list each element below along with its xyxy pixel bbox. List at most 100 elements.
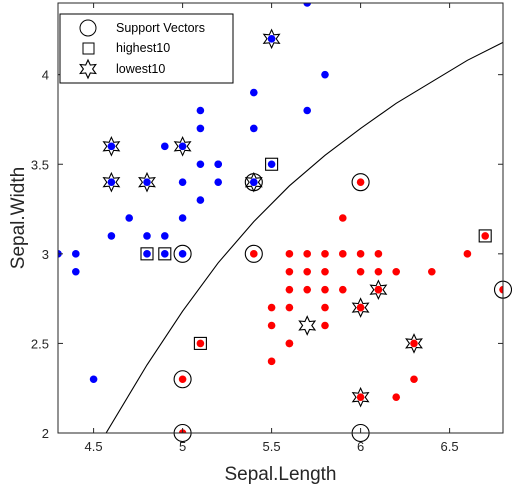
class-a-point bbox=[250, 124, 258, 133]
class-b-point bbox=[374, 267, 383, 276]
lowest10-marker bbox=[351, 297, 370, 318]
x-tick-label: 6.5 bbox=[441, 439, 459, 454]
class-b-point bbox=[196, 339, 205, 348]
legend-lowest10-marker bbox=[79, 58, 97, 80]
class-a-point bbox=[303, 106, 312, 115]
class-a-point bbox=[178, 214, 187, 222]
highest10-marker bbox=[158, 247, 172, 261]
class-b-point bbox=[339, 250, 347, 258]
class-a-point bbox=[196, 124, 205, 133]
class-a-point bbox=[196, 106, 205, 115]
class-b-point bbox=[267, 357, 276, 366]
class-a-point bbox=[161, 142, 169, 151]
class-a-point bbox=[143, 178, 151, 186]
class-a-point bbox=[267, 35, 276, 43]
class-a-point bbox=[72, 250, 80, 258]
class-b-point bbox=[321, 303, 329, 312]
y-tick-label: 2 bbox=[42, 426, 49, 441]
class-a-point bbox=[267, 160, 276, 169]
class-b-point bbox=[410, 375, 418, 384]
legend-star-shape bbox=[79, 58, 97, 80]
x-tick-label: 5 bbox=[179, 439, 186, 454]
support-vector-marker bbox=[244, 173, 263, 192]
plot-content bbox=[58, 3, 503, 433]
class-b-point bbox=[356, 393, 365, 401]
plot-area bbox=[58, 3, 512, 443]
class-b-point bbox=[285, 267, 294, 276]
class-a-point bbox=[178, 250, 187, 258]
legend-highest10-marker bbox=[82, 42, 95, 55]
x-axis-label: Sepal.Length bbox=[225, 464, 337, 485]
x-tick-label: 5.5 bbox=[263, 439, 281, 454]
highest10-marker bbox=[193, 336, 207, 350]
class-b-point bbox=[303, 250, 312, 258]
class-b-point bbox=[392, 267, 401, 276]
class-b-point bbox=[285, 285, 294, 294]
class-b-point bbox=[499, 285, 503, 294]
lowest10-marker bbox=[405, 333, 423, 354]
legend-box bbox=[59, 13, 234, 84]
class-b-point bbox=[410, 339, 418, 348]
class-a-point bbox=[196, 160, 205, 169]
support-vector-marker bbox=[173, 244, 192, 263]
class-b-point bbox=[356, 303, 365, 312]
class-a-point bbox=[178, 142, 187, 151]
class-b-point bbox=[463, 250, 472, 258]
class-a-point bbox=[321, 70, 329, 79]
x-tick-label: 4.5 bbox=[85, 439, 103, 454]
highest10-marker bbox=[140, 247, 154, 261]
class-b-point bbox=[250, 250, 258, 258]
class-b-point bbox=[178, 375, 187, 384]
y-tick-label: 4 bbox=[42, 68, 49, 83]
class-b-point bbox=[267, 303, 276, 312]
class-b-point bbox=[321, 267, 329, 276]
class-b-point bbox=[374, 285, 383, 294]
y-tick-label: 3.5 bbox=[31, 157, 49, 172]
support-vector-marker bbox=[244, 244, 263, 263]
axes: 4.5 5 5.5 6 6.5 2 2.5 3 3.5 4 bbox=[31, 2, 504, 454]
class-b-point bbox=[321, 285, 329, 294]
class-b-point bbox=[356, 178, 365, 186]
class-a-point bbox=[161, 232, 169, 240]
class-b-point bbox=[356, 250, 365, 258]
support-vector-marker bbox=[173, 370, 192, 389]
class-b-point bbox=[374, 250, 383, 258]
y-tick-label: 2.5 bbox=[31, 336, 49, 351]
highest10-marker bbox=[265, 157, 279, 171]
class-b-point bbox=[285, 339, 294, 348]
class-b-point bbox=[321, 250, 329, 258]
lowest10-marker bbox=[138, 171, 156, 193]
class-b-point bbox=[321, 321, 329, 330]
axes-frame bbox=[57, 2, 504, 434]
lowest10-marker bbox=[262, 28, 281, 50]
class-b-point bbox=[428, 267, 436, 276]
class-b-point bbox=[285, 303, 294, 312]
class-a-point bbox=[107, 232, 116, 240]
x-tick-label: 6 bbox=[357, 439, 364, 454]
class-b-point bbox=[285, 250, 294, 258]
class-a-point bbox=[250, 88, 258, 97]
class-a-point bbox=[143, 232, 151, 240]
class-a-point bbox=[107, 142, 116, 151]
legend-support-vectors-label: Support Vectors bbox=[116, 21, 205, 35]
class-b-point bbox=[339, 214, 347, 222]
class-a-point bbox=[214, 160, 222, 169]
class-a-point bbox=[72, 267, 80, 276]
class-a-point bbox=[89, 375, 98, 384]
legend: Support Vectors highest10 lowest10 bbox=[59, 13, 234, 84]
lowest10-marker bbox=[102, 171, 121, 193]
class-a-point bbox=[250, 178, 258, 186]
class-b-point bbox=[339, 285, 347, 294]
class-a-point bbox=[107, 178, 116, 186]
highest10-marker bbox=[478, 229, 492, 243]
lowest10-marker bbox=[102, 135, 121, 157]
decision-boundary-line bbox=[105, 41, 503, 433]
class-a-point bbox=[178, 178, 187, 186]
lowest10-marker bbox=[369, 279, 388, 301]
legend-support-vectors-marker bbox=[79, 19, 97, 37]
class-a-point bbox=[196, 196, 205, 204]
class-a-point bbox=[125, 214, 133, 222]
support-vector-marker bbox=[351, 173, 370, 192]
class-b-point bbox=[392, 393, 401, 401]
y-tick-label: 3 bbox=[42, 247, 49, 262]
